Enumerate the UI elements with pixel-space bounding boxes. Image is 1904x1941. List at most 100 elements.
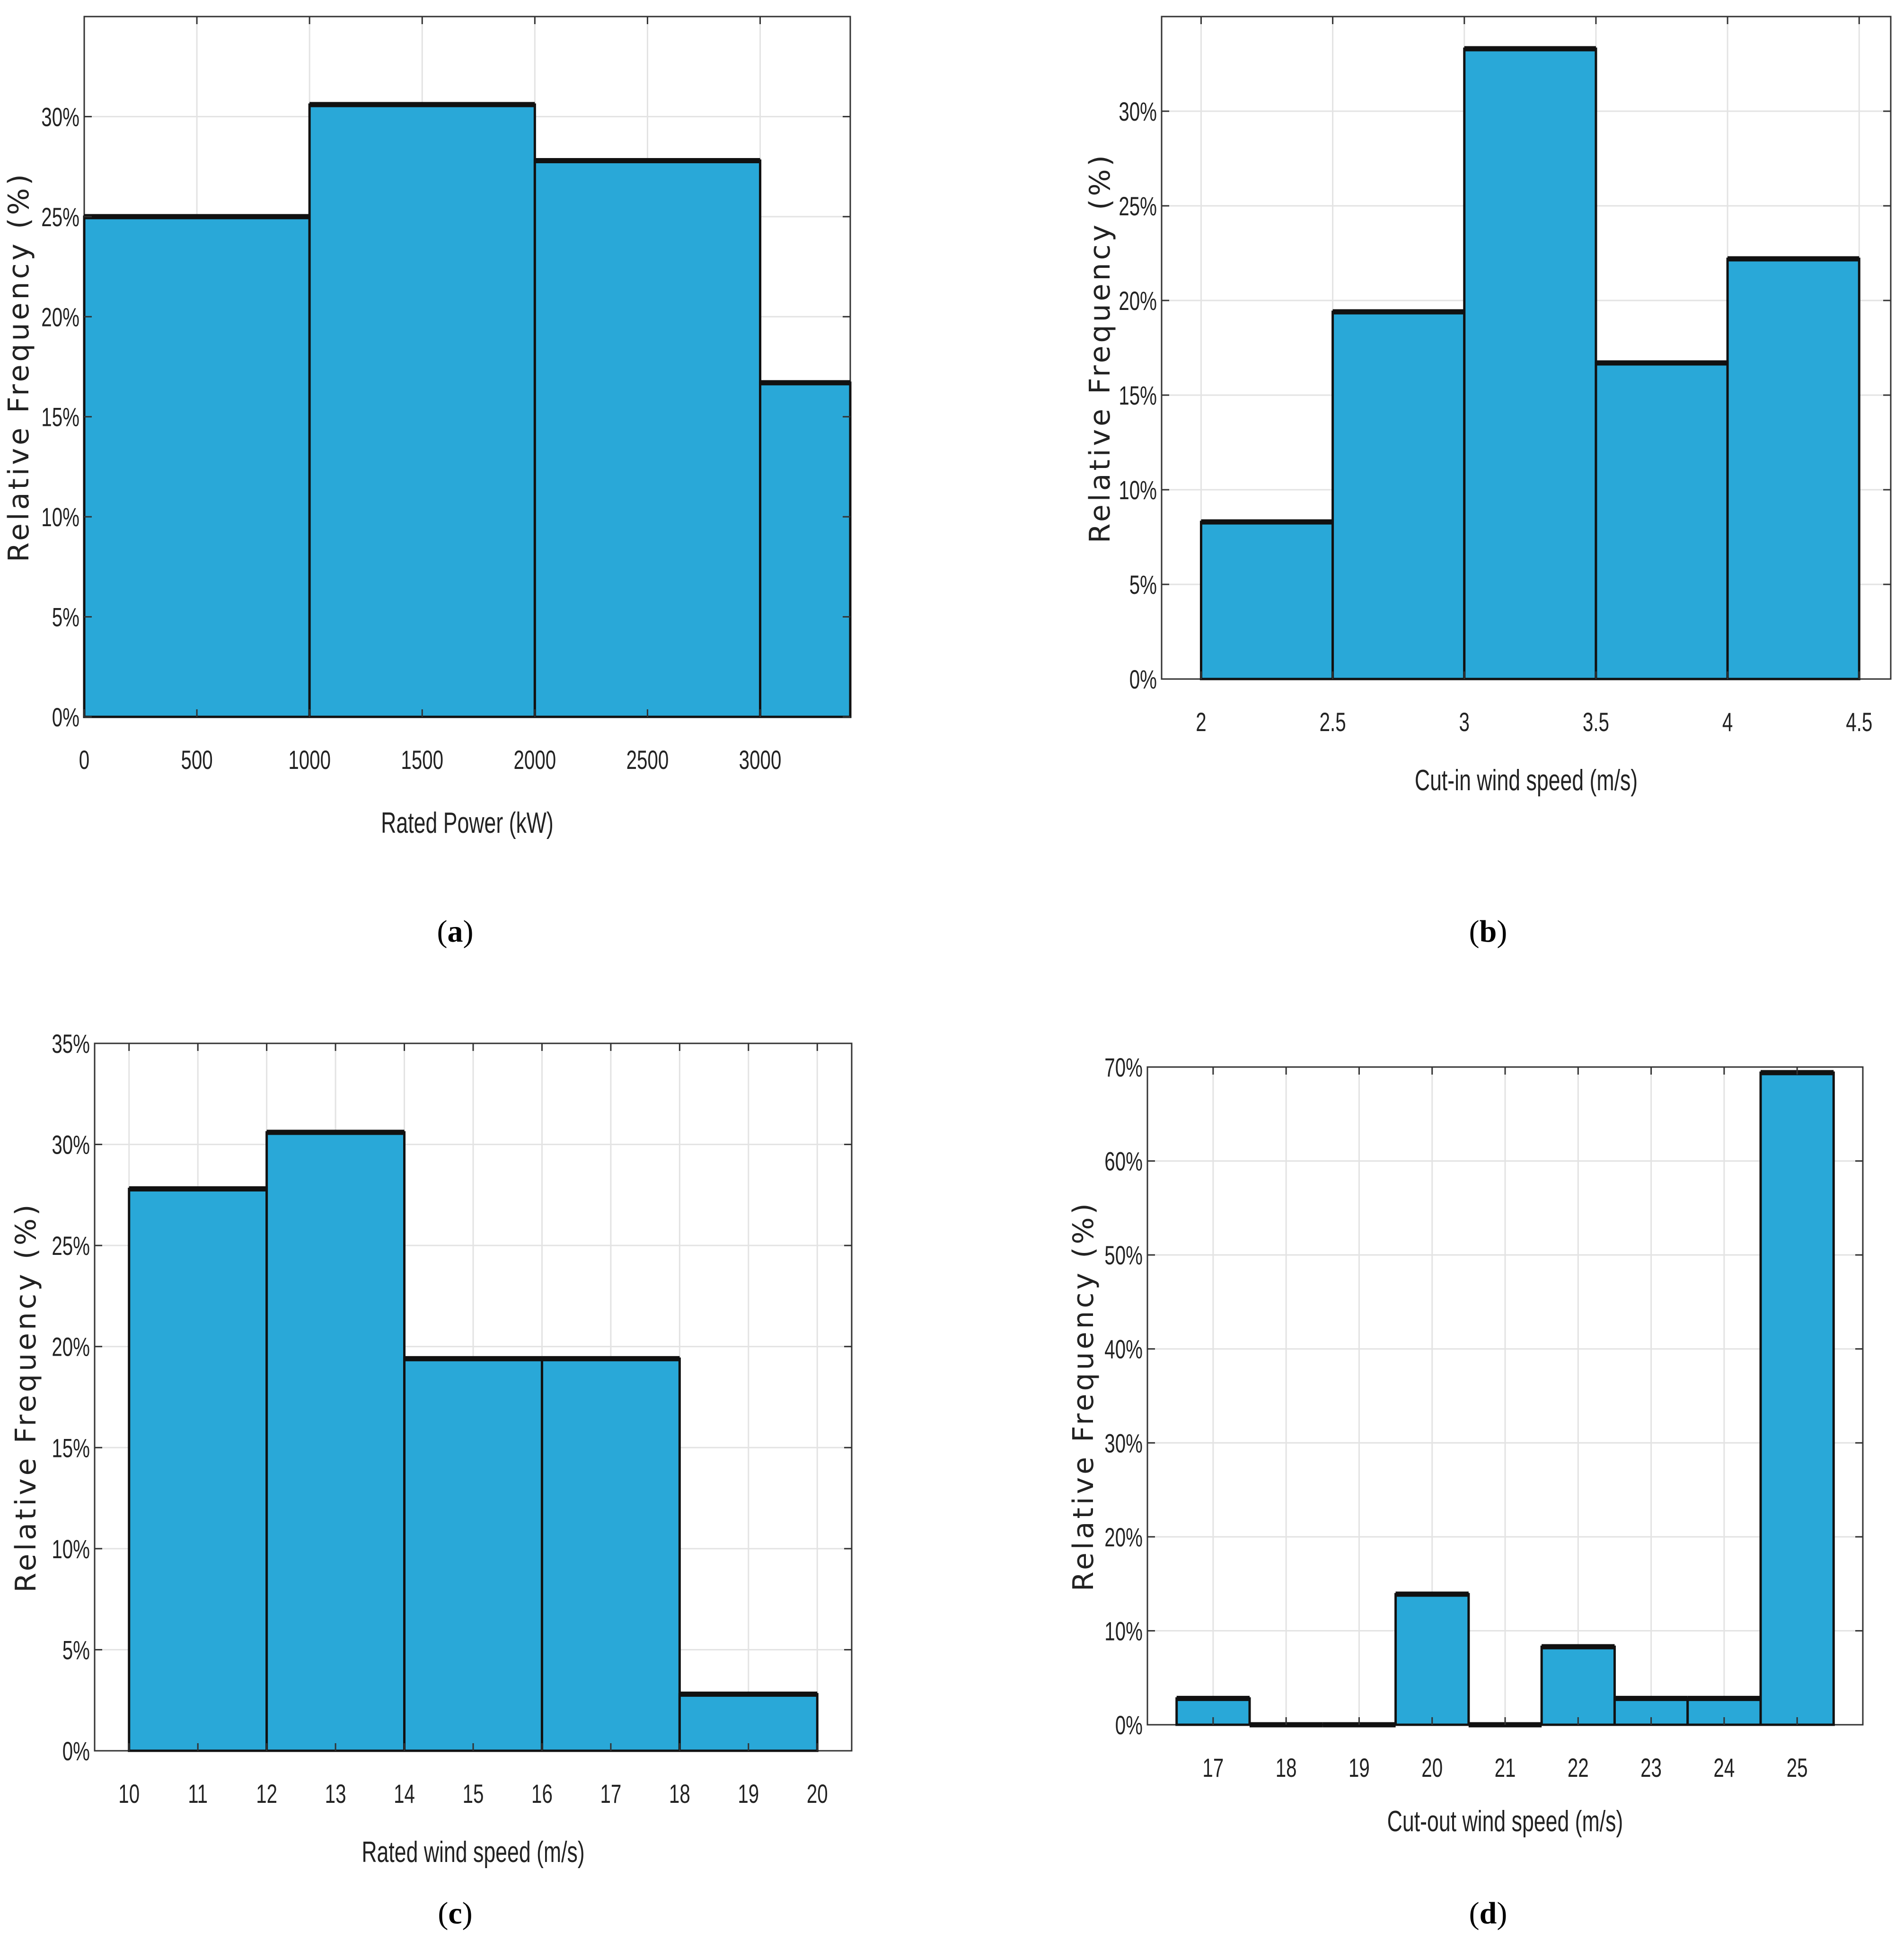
x-tick-label: 4.5 [1846, 708, 1872, 737]
histogram-bar[interactable] [678, 1693, 819, 1752]
histogram-bar[interactable] [1394, 1593, 1470, 1726]
histogram-bar[interactable] [1540, 1645, 1616, 1726]
histogram-bar[interactable] [1759, 1071, 1835, 1726]
histogram-bar[interactable] [308, 103, 536, 718]
y-tick-label: 5% [1129, 571, 1157, 600]
x-tick-label: 15 [463, 1780, 484, 1809]
y-tick-label: 5% [52, 603, 79, 632]
x-tick-label: 18 [1276, 1754, 1297, 1783]
y-tick-label: 25% [41, 203, 79, 232]
y-tick-label: 0% [1115, 1711, 1143, 1740]
y-axis-label: Relative Frequency (%) [2, 171, 35, 562]
histogram-bar[interactable] [1199, 521, 1334, 680]
x-axis-label: Cut-in wind speed (m/s) [1415, 764, 1638, 797]
x-tick-label: 23 [1640, 1754, 1662, 1783]
x-tick-label: 12 [256, 1780, 277, 1809]
y-tick-label: 15% [41, 403, 79, 432]
y-tick-label: 5% [62, 1636, 90, 1665]
panel-caption: (b) [1469, 914, 1507, 949]
x-tick-label: 2000 [514, 746, 556, 775]
x-tick-label: 2500 [626, 746, 669, 775]
x-tick-label: 1000 [288, 746, 331, 775]
histogram-bar[interactable] [83, 215, 311, 718]
y-tick-label: 25% [52, 1232, 90, 1261]
x-tick-label: 13 [325, 1780, 346, 1809]
y-tick-label: 50% [1104, 1241, 1143, 1270]
x-tick-label: 17 [600, 1780, 621, 1809]
y-tick-label: 20% [1119, 287, 1157, 316]
x-tick-label: 2.5 [1320, 708, 1346, 737]
y-tick-label: 10% [41, 503, 79, 532]
x-tick-label: 2 [1196, 708, 1206, 737]
y-tick-label: 0% [62, 1737, 90, 1766]
x-tick-label: 25 [1787, 1754, 1808, 1783]
x-tick-label: 10 [118, 1780, 140, 1809]
x-tick-label: 14 [394, 1780, 415, 1809]
y-tick-label: 70% [1104, 1053, 1143, 1083]
x-tick-label: 3000 [739, 746, 782, 775]
histogram-bar[interactable] [1726, 257, 1860, 680]
x-axis-label: Rated Power (kW) [381, 807, 554, 839]
y-axis-label: Relative Frequency (%) [1084, 152, 1117, 543]
chart-panel-d: 17 18 19 20 21 22 23 24 25 0% 10% 20% 30% 40% 50% 60% 70… [1067, 1053, 1864, 1931]
panel-caption: (a) [437, 914, 474, 949]
y-tick-label: 30% [1119, 97, 1157, 127]
chart-panel-c: 10 11 12 13 14 15 16 17 18 19 20 0% 5% 10% 15% 20% 25% 30… [9, 1030, 853, 1931]
histogram-bar[interactable] [540, 1357, 681, 1752]
y-tick-label: 20% [1104, 1523, 1143, 1553]
panel-caption: (d) [1469, 1896, 1507, 1931]
y-tick-label: 15% [52, 1434, 90, 1463]
caption-letter: b [1480, 914, 1497, 949]
y-tick-label: 40% [1104, 1335, 1143, 1364]
histogram-bar[interactable] [403, 1357, 543, 1752]
caption-letter: a [448, 914, 463, 949]
x-tick-label: 20 [807, 1780, 828, 1809]
y-axis-label: Relative Frequency (%) [1067, 1200, 1100, 1591]
y-tick-label: 20% [52, 1332, 90, 1362]
y-tick-label: 30% [1104, 1429, 1143, 1458]
y-tick-label: 35% [52, 1030, 90, 1059]
y-tick-label: 10% [1119, 476, 1157, 505]
x-tick-label: 11 [188, 1780, 208, 1809]
histogram-bar[interactable] [265, 1131, 406, 1752]
caption-letter: d [1480, 1896, 1497, 1931]
histogram-bar[interactable] [128, 1188, 268, 1752]
caption-letter: c [448, 1896, 462, 1931]
chart-panel-b: 2 2.5 3 3.5 4 4.5 0% 5% 10% 15% 20% 25% 30% Cut-in wi… [1084, 16, 1892, 949]
histogram-bar[interactable] [533, 159, 762, 718]
x-tick-label: 19 [738, 1780, 759, 1809]
x-tick-label: 20 [1421, 1754, 1443, 1783]
y-axis-label: Relative Frequency (%) [9, 1202, 43, 1593]
x-tick-label: 19 [1349, 1754, 1370, 1783]
histogram-bar[interactable] [1331, 310, 1466, 680]
y-tick-label: 15% [1119, 381, 1157, 411]
chart-panel-a: 0 500 1000 1500 2000 2500 3000 0% 5% 10% 15% 20% 25%… [2, 16, 852, 949]
x-tick-label: 4 [1722, 708, 1733, 737]
histogram-bar[interactable] [1595, 362, 1729, 680]
x-tick-label: 21 [1495, 1754, 1516, 1783]
histogram-bar[interactable] [759, 381, 852, 718]
y-tick-label: 10% [1104, 1617, 1143, 1646]
x-tick-label: 17 [1202, 1754, 1224, 1783]
y-tick-label: 20% [41, 303, 79, 332]
x-tick-label: 3 [1459, 708, 1470, 737]
panel-caption: (c) [438, 1896, 472, 1931]
y-tick-label: 0% [52, 703, 79, 732]
x-axis-label: Rated wind speed (m/s) [361, 1836, 584, 1869]
y-tick-label: 30% [52, 1130, 90, 1160]
x-tick-label: 3.5 [1583, 708, 1609, 737]
y-tick-label: 25% [1119, 192, 1157, 221]
x-tick-label: 0 [79, 746, 89, 775]
y-tick-label: 60% [1104, 1147, 1143, 1176]
histogram-bar[interactable] [1463, 47, 1597, 680]
x-tick-label: 1500 [401, 746, 443, 775]
x-tick-label: 18 [669, 1780, 690, 1809]
x-axis-label: Cut-out wind speed (m/s) [1387, 1805, 1623, 1838]
x-tick-label: 24 [1713, 1754, 1735, 1783]
x-tick-label: 500 [181, 746, 212, 775]
y-tick-label: 0% [1129, 665, 1157, 695]
x-tick-label: 22 [1568, 1754, 1589, 1783]
y-tick-label: 30% [41, 103, 79, 132]
y-tick-label: 10% [52, 1535, 90, 1564]
